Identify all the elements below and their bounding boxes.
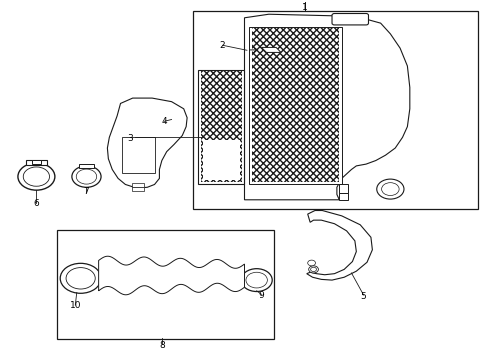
Polygon shape (244, 14, 409, 200)
Circle shape (308, 266, 318, 273)
Bar (249, 27, 341, 184)
Circle shape (131, 149, 143, 158)
Circle shape (126, 145, 148, 161)
Bar (339, 193, 347, 200)
FancyBboxPatch shape (26, 160, 47, 165)
Bar (122, 138, 155, 173)
Circle shape (245, 272, 267, 288)
Circle shape (66, 267, 95, 289)
FancyBboxPatch shape (331, 14, 368, 25)
Text: 9: 9 (258, 291, 264, 300)
Polygon shape (99, 256, 244, 295)
Circle shape (76, 169, 97, 184)
Circle shape (241, 269, 272, 292)
FancyBboxPatch shape (79, 164, 94, 168)
Bar (31, 160, 41, 164)
Bar (131, 186, 143, 191)
Bar (193, 11, 477, 209)
Circle shape (310, 267, 316, 271)
Circle shape (381, 183, 398, 195)
Circle shape (376, 179, 403, 199)
Circle shape (307, 260, 315, 266)
Text: 3: 3 (127, 134, 133, 143)
Bar (251, 28, 339, 182)
Circle shape (23, 167, 49, 186)
Text: 8: 8 (159, 341, 164, 350)
Circle shape (72, 166, 101, 187)
Text: 10: 10 (69, 301, 81, 310)
Bar (57, 230, 273, 339)
Circle shape (60, 263, 101, 293)
Polygon shape (107, 98, 187, 188)
Text: 4: 4 (161, 117, 167, 126)
Text: 2: 2 (220, 41, 225, 50)
Polygon shape (261, 48, 281, 53)
Text: 1: 1 (302, 3, 307, 12)
Text: 6: 6 (34, 199, 39, 208)
Bar (201, 71, 242, 182)
Bar (203, 140, 239, 180)
Text: 5: 5 (360, 292, 366, 301)
Text: 7: 7 (83, 187, 89, 196)
Bar (339, 184, 347, 193)
Bar (131, 183, 143, 187)
Bar (198, 69, 244, 184)
Circle shape (18, 163, 55, 190)
Polygon shape (306, 211, 372, 280)
